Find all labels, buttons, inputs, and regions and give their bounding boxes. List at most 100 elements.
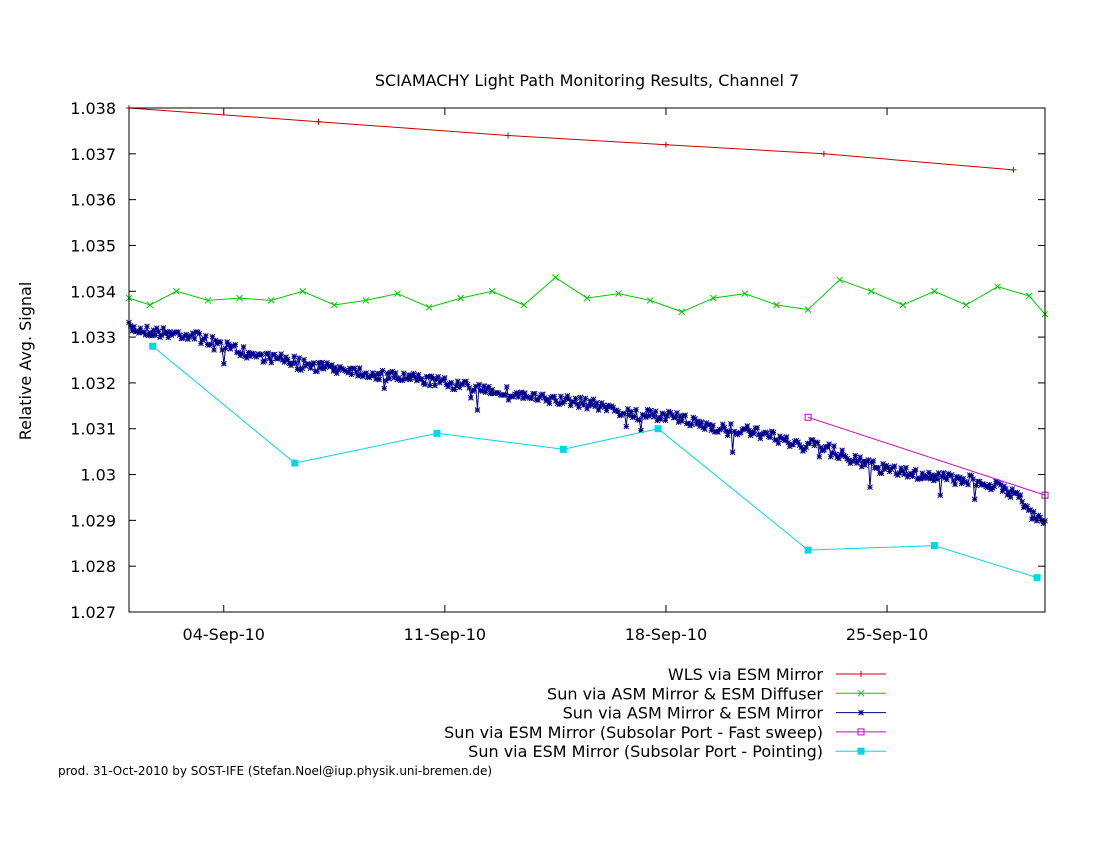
data-point bbox=[459, 381, 466, 388]
data-point bbox=[674, 409, 680, 416]
data-point bbox=[1027, 507, 1034, 513]
data-point bbox=[901, 471, 908, 478]
data-point bbox=[746, 427, 752, 434]
data-point bbox=[939, 473, 945, 480]
data-point bbox=[822, 443, 829, 450]
data-point bbox=[615, 290, 622, 297]
data-point bbox=[732, 430, 739, 437]
data-point bbox=[381, 385, 388, 392]
data-point bbox=[731, 428, 738, 435]
data-point bbox=[525, 394, 531, 401]
data-point bbox=[379, 367, 386, 374]
legend-label: Sun via ESM Mirror (Subsolar Port - Poin… bbox=[468, 742, 823, 761]
data-point bbox=[672, 414, 679, 421]
data-point bbox=[561, 398, 567, 405]
data-point bbox=[144, 323, 150, 330]
legend-marker bbox=[858, 709, 864, 716]
data-point bbox=[221, 360, 227, 367]
data-point bbox=[726, 428, 733, 435]
data-point bbox=[639, 411, 646, 418]
y-tick-label: 1.028 bbox=[70, 557, 116, 576]
data-point bbox=[798, 444, 805, 451]
data-point bbox=[1019, 498, 1025, 505]
data-point bbox=[265, 350, 271, 357]
data-point bbox=[850, 458, 857, 464]
data-point bbox=[526, 395, 533, 401]
data-point bbox=[1037, 514, 1043, 521]
data-point bbox=[284, 356, 291, 363]
data-point bbox=[638, 427, 644, 434]
data-point bbox=[816, 453, 823, 460]
data-point bbox=[860, 458, 867, 465]
data-point bbox=[348, 371, 355, 378]
data-point bbox=[644, 406, 651, 413]
data-point bbox=[886, 468, 893, 475]
data-point bbox=[294, 366, 301, 373]
data-point bbox=[137, 325, 144, 332]
data-point bbox=[904, 474, 911, 480]
data-point bbox=[881, 466, 888, 473]
data-point bbox=[330, 368, 337, 374]
data-point bbox=[744, 423, 751, 429]
data-point bbox=[583, 294, 591, 302]
series-sun-via-asm-mirror-esm-diffuser bbox=[125, 274, 1049, 318]
data-point bbox=[827, 453, 834, 460]
data-point bbox=[698, 419, 705, 425]
data-point bbox=[328, 362, 335, 368]
data-point bbox=[332, 364, 338, 371]
data-point bbox=[539, 391, 546, 398]
data-point bbox=[566, 396, 572, 402]
data-point bbox=[646, 413, 653, 420]
data-point bbox=[775, 440, 782, 447]
data-point bbox=[207, 341, 214, 348]
data-point bbox=[709, 294, 717, 302]
data-point bbox=[562, 395, 569, 402]
y-tick-label: 1.038 bbox=[70, 99, 116, 118]
data-point bbox=[389, 368, 396, 375]
legend-label: Sun via ASM Mirror & ESM Mirror bbox=[563, 704, 824, 723]
data-point bbox=[211, 347, 217, 353]
data-point bbox=[204, 341, 211, 348]
data-point bbox=[679, 418, 685, 424]
data-point bbox=[979, 480, 986, 487]
data-point bbox=[919, 470, 926, 477]
data-point bbox=[652, 408, 659, 415]
data-point bbox=[598, 399, 605, 406]
data-point bbox=[129, 328, 136, 334]
data-point bbox=[248, 350, 255, 357]
data-point bbox=[647, 407, 654, 414]
data-point bbox=[891, 463, 898, 469]
legend-item-sun-via-asm-mirror-esm-mirror: Sun via ASM Mirror & ESM Mirror bbox=[563, 704, 886, 723]
data-point bbox=[541, 395, 548, 401]
data-point bbox=[649, 411, 656, 417]
data-point bbox=[857, 454, 864, 460]
data-point bbox=[854, 460, 860, 466]
legend-item-wls-via-esm-mirror: WLS via ESM Mirror bbox=[668, 665, 886, 684]
data-point bbox=[521, 390, 528, 396]
data-point bbox=[795, 439, 801, 446]
data-point bbox=[950, 478, 957, 484]
data-point bbox=[399, 377, 406, 383]
data-point bbox=[986, 481, 993, 488]
data-point bbox=[587, 398, 594, 404]
data-point bbox=[1017, 492, 1024, 498]
data-point bbox=[471, 387, 477, 393]
data-point bbox=[813, 439, 819, 445]
data-point bbox=[870, 457, 877, 464]
data-point bbox=[582, 395, 589, 402]
data-point bbox=[502, 392, 509, 398]
data-point bbox=[315, 359, 322, 366]
legend-label: Sun via ESM Mirror (Subsolar Port - Fast… bbox=[444, 723, 823, 742]
data-point bbox=[1024, 503, 1030, 510]
data-point bbox=[486, 383, 492, 390]
data-point bbox=[356, 365, 363, 371]
data-point bbox=[804, 413, 812, 421]
data-point bbox=[266, 355, 273, 361]
data-point bbox=[217, 339, 224, 346]
data-point bbox=[301, 356, 307, 363]
data-point bbox=[418, 375, 425, 382]
data-point bbox=[528, 395, 535, 402]
data-point bbox=[646, 297, 654, 304]
data-point bbox=[338, 365, 345, 372]
data-point bbox=[142, 332, 149, 338]
